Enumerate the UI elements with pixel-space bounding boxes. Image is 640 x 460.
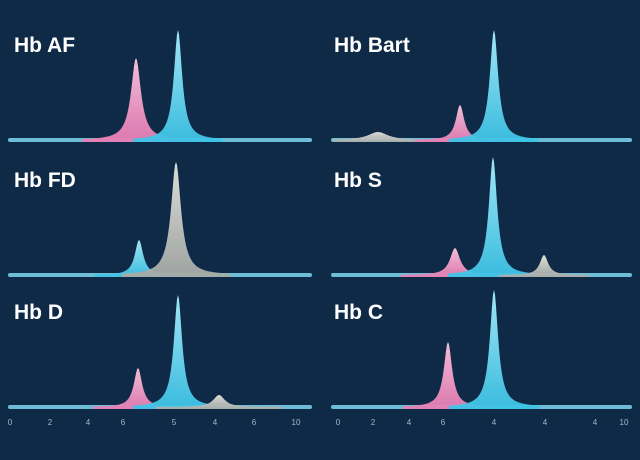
peak xyxy=(401,248,509,277)
axis-tick-label: 4 xyxy=(543,418,548,427)
axis-tick-label: 6 xyxy=(121,418,126,427)
axis-tick-label: 2 xyxy=(48,418,53,427)
peak xyxy=(448,157,538,277)
peak xyxy=(333,132,486,142)
axis-tick-label: 4 xyxy=(86,418,91,427)
axis-tick-label: 10 xyxy=(292,418,301,427)
axis-tick-label: 4 xyxy=(492,418,497,427)
axis-tick-label: 4 xyxy=(593,418,598,427)
axis-tick-label: 0 xyxy=(8,418,13,427)
peak xyxy=(403,342,493,409)
peak xyxy=(499,255,589,277)
peak xyxy=(133,30,223,142)
panel-title: Hb AF xyxy=(14,34,75,57)
peak xyxy=(122,162,230,277)
peak xyxy=(94,240,184,277)
panel-title: Hb FD xyxy=(14,169,76,192)
panel-title: Hb D xyxy=(14,301,63,324)
axis-tick-label: 0 xyxy=(336,418,341,427)
peak xyxy=(415,105,505,142)
axis-tick-label: 2 xyxy=(371,418,376,427)
panel-title: Hb S xyxy=(334,169,382,192)
peak xyxy=(133,295,223,409)
peak xyxy=(156,395,282,409)
panel-title: Hb C xyxy=(334,301,383,324)
peak-layer xyxy=(8,30,632,409)
axis-labels: 0 2 4 6 5 4 6 10 0 2 4 6 4 4 4 10 xyxy=(8,418,629,427)
axis-tick-label: 4 xyxy=(213,418,218,427)
peak xyxy=(93,368,183,409)
axis-tick-label: 5 xyxy=(172,418,177,427)
axis-tick-label: 6 xyxy=(441,418,446,427)
axis-tick-label: 10 xyxy=(620,418,629,427)
panel-title: Hb Bart xyxy=(334,34,410,57)
axis-tick-label: 6 xyxy=(252,418,257,427)
peak xyxy=(82,58,190,142)
peak xyxy=(449,290,539,409)
axis-tick-label: 4 xyxy=(407,418,412,427)
peak xyxy=(449,30,539,142)
